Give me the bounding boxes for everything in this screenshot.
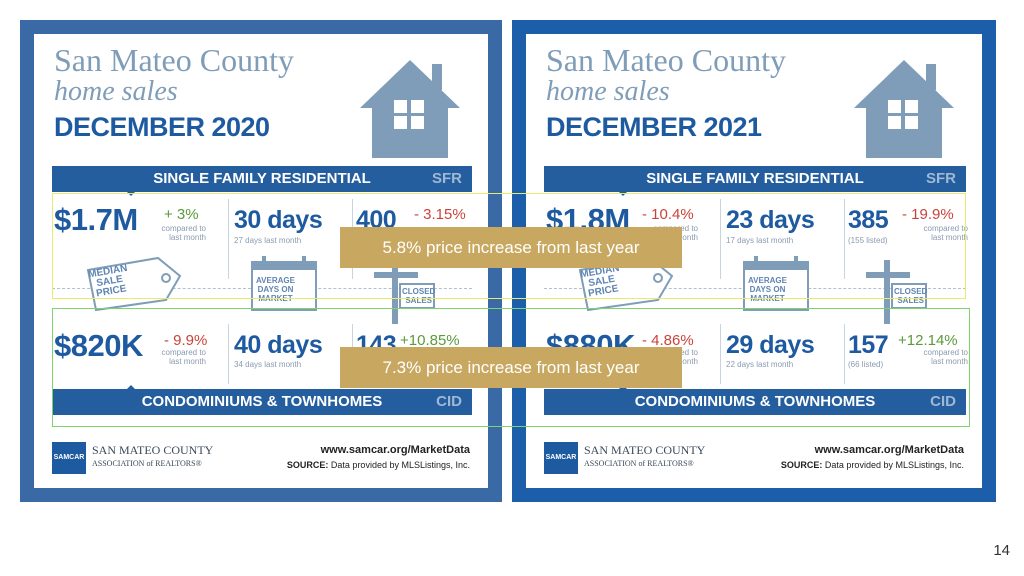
cid-sales-change: +10.85% [400,332,460,349]
cid-price-increase-banner: 7.3% price increase from last year [340,347,682,388]
cid-days-on-market: 40 days [234,331,323,359]
cid-code: CID [436,393,462,410]
market-data-url: www.samcar.org/MarketData [814,444,964,456]
samcar-logo: SAMCAR [52,442,86,474]
divider [844,324,845,384]
price-tag-icon [86,256,182,312]
divider [228,324,229,384]
signpost-icon [866,260,927,324]
house-icon [854,60,954,158]
calendar-icon [743,256,809,311]
source-credit: SOURCE: Data provided by MLSListings, In… [286,460,470,470]
cid-sales-change: +12.14% [898,332,958,349]
sfr-code: SFR [926,170,956,187]
cid-band: CONDOMINIUMS & TOWNHOMES CID [52,385,472,415]
sfr-days-on-market: 23 days [726,206,815,234]
title-county: San Mateo County [54,42,294,78]
cid-closed-sales: 157 [848,331,889,359]
sfr-sales-note: compared to last month [923,224,968,242]
sfr-band-label: SINGLE FAMILY RESIDENTIAL [153,170,371,187]
sfr-band-label: SINGLE FAMILY RESIDENTIAL [646,170,864,187]
cid-days-note: 22 days last month [726,360,794,369]
sfr-band: SINGLE FAMILY RESIDENTIAL SFR [544,166,966,196]
calendar-icon [251,256,317,311]
title-subtitle: home sales [546,76,670,107]
cid-band-label: CONDOMINIUMS & TOWNHOMES [141,393,383,410]
sfr-closed-sales: 385 [848,206,889,234]
cid-highlight-box [52,308,970,427]
divider [228,199,229,279]
closed-sales-tag: CLOSED SALES [894,287,928,305]
sfr-days-note: 17 days last month [726,236,794,245]
title-county: San Mateo County [546,42,786,78]
sfr-median-price: $1.7M [54,202,138,237]
org-name: SAN MATEO COUNTY ASSOCIATION of REALTORS… [92,443,214,469]
cid-days-on-market: 29 days [726,331,815,359]
cid-price-change: - 4.86% [642,332,694,349]
title-month: DECEMBER 2021 [546,112,762,142]
infographic-card: San Mateo County home sales DECEMBER 202… [526,34,982,488]
sfr-price-change: - 10.4% [642,206,694,223]
market-data-url: www.samcar.org/MarketData [320,444,470,456]
cid-listed-count: (66 listed) [848,360,884,369]
sfr-price-increase-banner: 5.8% price increase from last year [340,227,682,268]
org-name: SAN MATEO COUNTY ASSOCIATION of REALTORS… [584,443,706,469]
sfr-code: SFR [432,170,462,187]
divider [844,199,845,279]
sfr-highlight-box [52,193,966,299]
source-credit: SOURCE: Data provided by MLSListings, In… [780,460,964,470]
sfr-listed-count: (155 listed) [848,236,888,245]
sfr-sales-change: - 19.9% [902,206,954,223]
cid-median-price: $820K [54,328,143,363]
cid-days-note: 34 days last month [234,360,302,369]
cid-band-label: CONDOMINIUMS & TOWNHOMES [634,393,876,410]
title-month: DECEMBER 2020 [54,112,270,142]
sfr-days-note: 27 days last month [234,236,302,245]
infographic-december-2021: San Mateo County home sales DECEMBER 202… [512,20,996,502]
cid-sales-note: compared to last month [923,348,968,366]
sfr-price-change: + 3% [164,206,199,223]
cid-price-change: - 9.9% [164,332,208,349]
sfr-sales-change: - 3.15% [414,206,466,223]
sfr-days-on-market: 30 days [234,206,323,234]
samcar-logo: SAMCAR [544,442,578,474]
cid-band: CONDOMINIUMS & TOWNHOMES CID [544,385,966,415]
closed-sales-tag: CLOSED SALES [402,287,436,305]
house-icon [360,60,460,158]
title-subtitle: home sales [54,76,178,107]
divider [720,324,721,384]
divider [720,199,721,279]
sfr-band: SINGLE FAMILY RESIDENTIAL SFR [52,166,472,196]
page-number: 14 [993,542,1010,559]
cid-code: CID [930,393,956,410]
